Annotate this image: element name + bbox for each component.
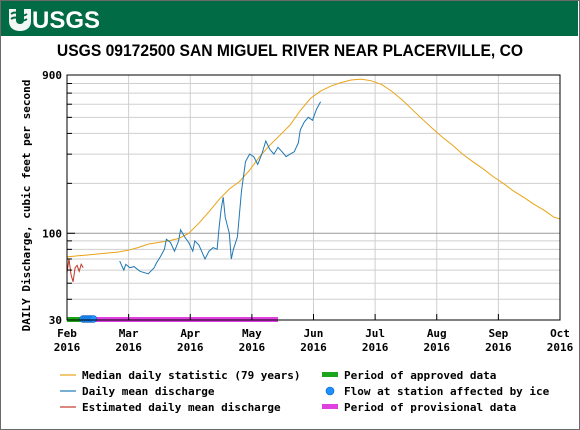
legend-dot-swatch (325, 386, 335, 396)
legend-label: Daily mean discharge (82, 385, 215, 398)
legend-label: Period of approved data (344, 369, 496, 382)
series-line-1 (119, 101, 322, 275)
legend-label: Flow at station affected by ice (344, 385, 550, 398)
x-axis-ticks: Feb2016Mar2016Apr2016May2016Jun2016Jul20… (54, 314, 574, 354)
x-tick-label-month: Feb (57, 327, 77, 340)
series-layer (66, 78, 561, 282)
x-tick-label-year: 2016 (115, 341, 142, 354)
y-tick-label: 100 (42, 227, 62, 240)
x-tick-label-month: Oct (550, 327, 570, 340)
series-line-0 (66, 78, 561, 258)
legend: Median daily statistic (79 years) Period … (60, 369, 550, 414)
x-tick-label-year: 2016 (485, 341, 512, 354)
usgs-logo: USGS (9, 7, 100, 33)
x-tick-label-month: Jul (365, 327, 385, 340)
chart-title: USGS 09172500 SAN MIGUEL RIVER NEAR PLAC… (56, 41, 524, 60)
x-tick-label-month: Aug (427, 327, 447, 340)
legend-label: Estimated daily mean discharge (82, 401, 281, 414)
y-tick-label: 900 (42, 69, 62, 82)
usgs-logo-text: USGS (32, 7, 100, 33)
x-tick-label-year: 2016 (239, 341, 266, 354)
x-tick-label-month: Mar (119, 327, 139, 340)
x-tick-label-year: 2016 (547, 341, 574, 354)
x-tick-label-year: 2016 (54, 341, 81, 354)
x-tick-label-month: May (242, 327, 262, 340)
x-tick-label-year: 2016 (424, 341, 451, 354)
x-tick-label-year: 2016 (300, 341, 327, 354)
period-bars-layer (67, 315, 278, 323)
series-line-2 (66, 258, 84, 282)
x-tick-label-month: Apr (180, 327, 200, 340)
legend-bar-swatch (322, 372, 338, 377)
legend-label: Median daily statistic (79 years) (82, 369, 301, 382)
x-tick-label-year: 2016 (177, 341, 204, 354)
legend-bar-swatch (322, 404, 338, 409)
y-axis-label: DAILY Discharge, cubic feet per second (20, 80, 33, 332)
x-tick-label-month: Jun (304, 327, 324, 340)
x-tick-label-month: Sep (488, 327, 508, 340)
y-tick-label: 30 (49, 314, 62, 327)
legend-label: Period of provisional data (344, 401, 516, 414)
y-axis-ticks: 30 100 900 (42, 69, 75, 327)
usgs-header-bar: USGS (1, 1, 578, 36)
x-tick-label-year: 2016 (362, 341, 389, 354)
ice-marker (89, 315, 98, 323)
grid-lines (67, 75, 560, 320)
